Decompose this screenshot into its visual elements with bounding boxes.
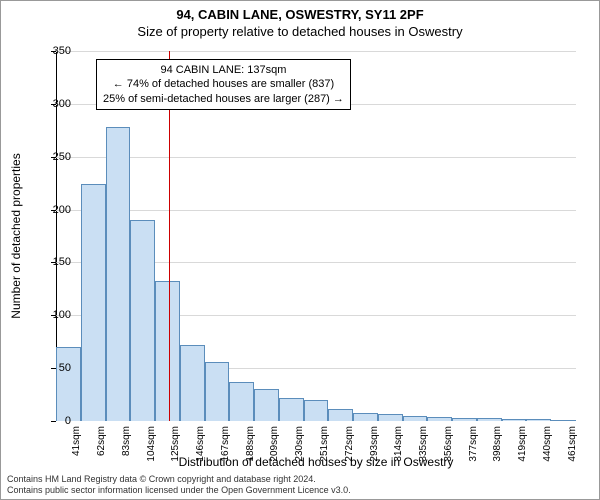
histogram-bar	[526, 419, 551, 421]
histogram-bar	[502, 419, 527, 421]
annotation-line3: 25% of semi-detached houses are larger (…	[103, 92, 344, 106]
x-tick-label: 440sqm	[542, 426, 553, 462]
y-axis-label: Number of detached properties	[9, 153, 23, 318]
plot-wrapper: Number of detached properties Distributi…	[56, 51, 576, 421]
grid-line	[56, 51, 576, 52]
histogram-bar	[378, 414, 403, 421]
x-tick-label: 104sqm	[146, 426, 157, 462]
x-tick-label: 398sqm	[492, 426, 503, 462]
x-tick-label: 272sqm	[344, 426, 355, 462]
histogram-bar	[427, 417, 452, 421]
x-tick-label: 209sqm	[269, 426, 280, 462]
histogram-bar	[229, 382, 254, 421]
subtitle: Size of property relative to detached ho…	[1, 24, 599, 39]
footer: Contains HM Land Registry data © Crown c…	[7, 474, 351, 496]
x-tick-label: 188sqm	[245, 426, 256, 462]
annotation-line2: ← 74% of detached houses are smaller (83…	[103, 77, 344, 91]
histogram-bar	[180, 345, 205, 421]
y-tick-label: 300	[31, 98, 71, 110]
x-tick-label: 251sqm	[319, 426, 330, 462]
histogram-bar	[279, 398, 304, 421]
x-tick-label: 377sqm	[468, 426, 479, 462]
chart-container: 94, CABIN LANE, OSWESTRY, SY11 2PF Size …	[0, 0, 600, 500]
x-tick-label: 167sqm	[220, 426, 231, 462]
x-tick-label: 461sqm	[567, 426, 578, 462]
x-tick-label: 146sqm	[195, 426, 206, 462]
histogram-bar	[353, 413, 378, 421]
y-tick-label: 0	[31, 415, 71, 427]
histogram-bar	[551, 420, 576, 421]
x-tick-label: 356sqm	[443, 426, 454, 462]
y-tick-label: 200	[31, 204, 71, 216]
histogram-bar	[155, 281, 180, 421]
x-tick-label: 419sqm	[517, 426, 528, 462]
histogram-bar	[403, 416, 428, 421]
x-tick-label: 335sqm	[418, 426, 429, 462]
histogram-bar	[205, 362, 230, 421]
y-tick-label: 150	[31, 256, 71, 268]
histogram-bar	[56, 347, 81, 421]
histogram-bar	[81, 184, 106, 421]
x-tick-label: 41sqm	[71, 426, 82, 456]
y-tick-label: 250	[31, 151, 71, 163]
grid-line	[56, 210, 576, 211]
histogram-bar	[452, 418, 477, 421]
annotation-line1: 94 CABIN LANE: 137sqm	[103, 63, 344, 77]
x-tick-label: 83sqm	[121, 426, 132, 456]
x-tick-label: 230sqm	[294, 426, 305, 462]
histogram-bar	[130, 220, 155, 421]
y-tick-label: 350	[31, 45, 71, 57]
x-tick-label: 125sqm	[170, 426, 181, 462]
histogram-bar	[254, 389, 279, 421]
y-tick-label: 50	[31, 362, 71, 374]
grid-line	[56, 157, 576, 158]
x-tick-label: 62sqm	[96, 426, 107, 456]
x-tick-label: 293sqm	[369, 426, 380, 462]
footer-line1: Contains HM Land Registry data © Crown c…	[7, 474, 351, 485]
histogram-bar	[477, 418, 502, 421]
footer-line2: Contains public sector information licen…	[7, 485, 351, 496]
y-tick-label: 100	[31, 309, 71, 321]
histogram-bar	[328, 409, 353, 421]
histogram-bar	[304, 400, 329, 421]
x-tick-label: 314sqm	[393, 426, 404, 462]
histogram-bar	[106, 127, 131, 421]
address-title: 94, CABIN LANE, OSWESTRY, SY11 2PF	[1, 7, 599, 22]
annotation-box: 94 CABIN LANE: 137sqm ← 74% of detached …	[96, 59, 351, 110]
